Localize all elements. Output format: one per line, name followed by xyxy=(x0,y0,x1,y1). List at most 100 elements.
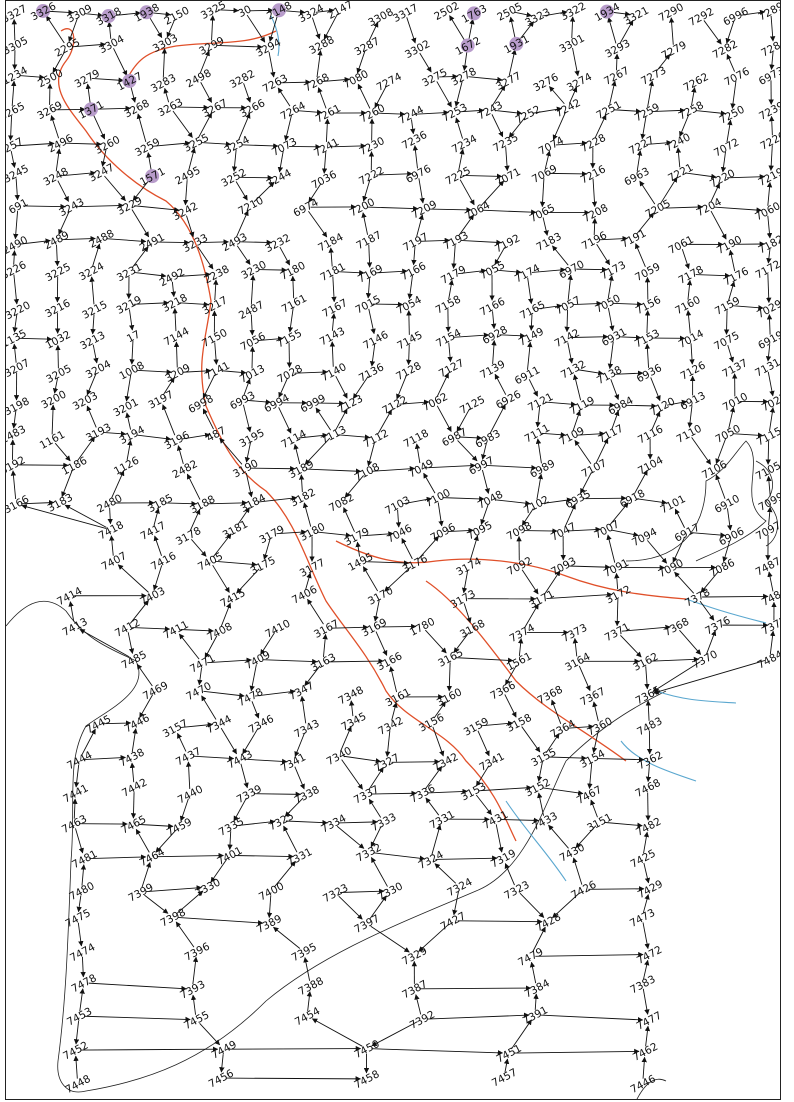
network-edge xyxy=(766,181,773,206)
network-edge xyxy=(207,500,248,506)
network-edge xyxy=(521,726,541,753)
network-edge xyxy=(572,374,582,401)
network-edge xyxy=(106,21,113,39)
node-label: 7368 xyxy=(662,616,691,639)
node-label: 2491 xyxy=(138,231,167,254)
network-edge xyxy=(268,14,279,42)
network-edge xyxy=(375,631,388,656)
network-edge xyxy=(412,145,419,169)
node-label: 7414 xyxy=(55,585,85,608)
network-edge xyxy=(504,147,510,172)
node-label: 7100 xyxy=(423,487,452,510)
network-edge xyxy=(162,404,176,436)
network-edge xyxy=(341,759,363,790)
network-edge xyxy=(329,341,336,367)
node-label: 3204 xyxy=(84,358,114,381)
network-edge xyxy=(454,80,463,107)
network-edge xyxy=(253,791,302,798)
network-edge xyxy=(131,728,138,753)
node-label: 7331 xyxy=(285,846,314,869)
node-label: 1495 xyxy=(346,551,375,574)
network-edge xyxy=(19,74,45,80)
network-edge xyxy=(61,235,96,242)
network-edge xyxy=(640,116,647,140)
network-edge xyxy=(504,694,517,718)
network-edge xyxy=(113,48,128,76)
network-edge xyxy=(200,82,212,103)
network-edge xyxy=(58,211,70,235)
network-edge xyxy=(136,113,147,143)
network-edge xyxy=(612,301,643,307)
node-label: 1672 xyxy=(454,35,483,58)
node-label: 3207 xyxy=(6,357,32,380)
network-edge xyxy=(50,404,56,435)
network-edge xyxy=(344,475,364,498)
network-edge xyxy=(766,274,772,304)
network-edge xyxy=(113,10,142,17)
node-label: 7252 xyxy=(514,103,543,126)
network-edge xyxy=(337,269,365,276)
node-label: 7108 xyxy=(353,461,382,484)
network-edge xyxy=(202,374,216,399)
network-edge xyxy=(527,277,534,305)
network-edge xyxy=(517,637,524,657)
network-edge xyxy=(418,178,425,204)
node-label: 7333 xyxy=(369,811,398,834)
network-edge xyxy=(475,794,492,816)
network-edge xyxy=(458,148,465,171)
node-label: 7484 xyxy=(756,648,781,671)
network-edge xyxy=(10,150,17,168)
node-label: 7115 xyxy=(755,425,781,448)
network-edge xyxy=(710,210,727,240)
network-edge xyxy=(555,140,588,146)
network-node xyxy=(599,4,614,19)
network-edge xyxy=(92,243,101,267)
node-label: 3268 xyxy=(122,97,151,120)
network-edge xyxy=(685,310,692,334)
network-edge xyxy=(700,570,719,593)
network-edge xyxy=(214,560,258,567)
node-label: 3309 xyxy=(65,2,94,25)
network-edge xyxy=(238,112,251,141)
network-edge xyxy=(176,271,211,278)
node-label: 3263 xyxy=(156,96,185,119)
network-edge xyxy=(262,538,271,560)
node-label: 1938 xyxy=(132,2,161,25)
network-edge xyxy=(73,1055,79,1079)
node-label: 7451 xyxy=(494,1042,523,1065)
network-node xyxy=(145,169,160,184)
network-edge xyxy=(641,1056,647,1079)
node-label: 7204 xyxy=(694,196,724,219)
node-label: 7330 xyxy=(193,876,222,899)
node-label: 7342 xyxy=(376,715,405,738)
network-edge xyxy=(52,378,59,394)
node-label: 7061 xyxy=(667,234,696,257)
network-edge xyxy=(258,267,288,273)
node-label: 3302 xyxy=(403,38,432,61)
network-edge xyxy=(131,246,149,269)
node-label: 7122 xyxy=(380,394,409,417)
node-label: 7092 xyxy=(505,555,534,578)
node-label: 7258 xyxy=(677,99,706,122)
node-label: 7126 xyxy=(679,359,709,382)
node-label: 7086 xyxy=(708,557,738,580)
network-edge xyxy=(614,53,620,71)
node-label: 7264 xyxy=(279,99,309,122)
network-edge xyxy=(478,785,533,792)
network-edge xyxy=(311,1018,363,1047)
node-label: 3324 xyxy=(297,2,327,25)
node-label: 7431 xyxy=(481,809,510,832)
node-label: 7406 xyxy=(290,583,320,606)
network-edge xyxy=(590,799,598,818)
node-label: 3255 xyxy=(182,132,211,155)
node-label: 3245 xyxy=(6,163,31,186)
network-edge xyxy=(508,49,517,76)
node-label: 7459 xyxy=(165,816,194,839)
network-edge xyxy=(503,1058,510,1073)
network-edge xyxy=(327,658,384,664)
network-edge xyxy=(457,918,543,925)
network-edge xyxy=(73,1021,80,1045)
node-label: 7056 xyxy=(239,330,269,353)
node-label: 7253 xyxy=(440,101,469,124)
network-edge xyxy=(572,47,580,77)
